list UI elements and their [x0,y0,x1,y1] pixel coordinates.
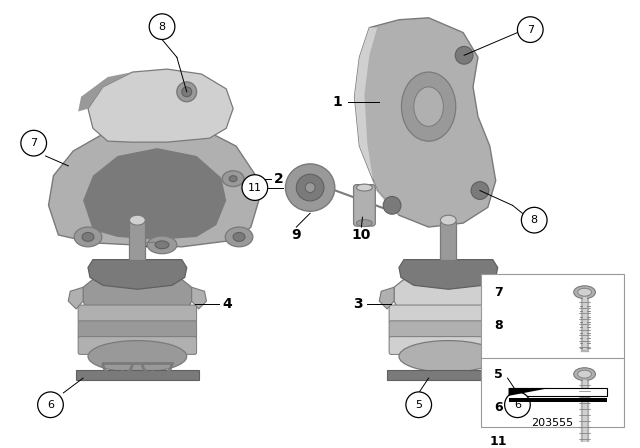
Ellipse shape [356,184,372,191]
Text: 5: 5 [494,368,503,381]
Bar [387,370,509,380]
Text: 4: 4 [222,297,232,311]
Text: 5: 5 [415,400,422,410]
Text: 7: 7 [527,25,534,34]
Text: 6: 6 [514,400,521,410]
Ellipse shape [88,340,187,372]
Circle shape [242,175,268,200]
Text: 8: 8 [159,22,166,32]
FancyBboxPatch shape [78,321,196,339]
Ellipse shape [222,171,244,186]
Ellipse shape [74,227,102,247]
Circle shape [455,47,473,64]
Polygon shape [355,28,399,215]
Polygon shape [509,388,550,396]
Ellipse shape [129,215,145,225]
Ellipse shape [155,241,169,249]
FancyBboxPatch shape [389,321,508,339]
Ellipse shape [440,215,456,225]
Circle shape [522,207,547,233]
Polygon shape [191,287,207,309]
Circle shape [504,392,531,418]
Text: 11: 11 [490,435,508,448]
Ellipse shape [414,87,444,126]
Ellipse shape [573,368,595,380]
Ellipse shape [82,233,94,241]
Circle shape [177,82,196,102]
Ellipse shape [229,176,237,181]
Bar [481,275,624,427]
Ellipse shape [225,227,253,247]
Polygon shape [502,287,518,309]
Circle shape [406,392,431,418]
Text: 1: 1 [332,95,342,109]
Ellipse shape [233,233,245,241]
Circle shape [149,14,175,39]
FancyBboxPatch shape [389,305,508,323]
Text: 7: 7 [30,138,37,148]
Text: 2: 2 [274,172,284,185]
Ellipse shape [401,72,456,141]
FancyBboxPatch shape [78,305,196,323]
Polygon shape [49,125,259,247]
FancyBboxPatch shape [353,185,375,226]
Circle shape [518,17,543,43]
Text: 11: 11 [248,183,262,193]
Polygon shape [68,287,83,309]
Circle shape [182,87,191,97]
FancyBboxPatch shape [389,336,508,354]
Circle shape [38,392,63,418]
Polygon shape [88,260,187,289]
Bar [129,222,145,260]
Text: 6: 6 [494,401,503,414]
Polygon shape [83,276,191,321]
Bar [76,370,198,380]
Ellipse shape [147,236,177,254]
Polygon shape [380,287,394,309]
Text: 8: 8 [494,319,503,332]
Polygon shape [88,69,233,142]
Polygon shape [394,276,502,321]
Text: 7: 7 [494,286,503,299]
Circle shape [21,130,47,156]
Polygon shape [399,260,498,289]
Ellipse shape [305,183,315,193]
Polygon shape [83,148,226,240]
Ellipse shape [578,288,591,296]
FancyBboxPatch shape [78,336,196,354]
Text: 8: 8 [531,215,538,225]
Circle shape [471,181,489,199]
Bar [509,398,607,402]
Text: 6: 6 [47,400,54,410]
Text: 3: 3 [353,297,362,311]
Bar [440,222,456,260]
Text: 10: 10 [352,228,371,242]
Ellipse shape [296,174,324,201]
Ellipse shape [399,340,498,372]
Text: 203555: 203555 [531,418,573,427]
Ellipse shape [356,220,372,227]
Ellipse shape [285,164,335,211]
Polygon shape [78,72,132,112]
Polygon shape [355,18,496,227]
Circle shape [383,197,401,214]
Polygon shape [509,388,607,396]
Ellipse shape [573,286,595,299]
Text: 9: 9 [291,228,301,242]
Ellipse shape [578,370,591,378]
